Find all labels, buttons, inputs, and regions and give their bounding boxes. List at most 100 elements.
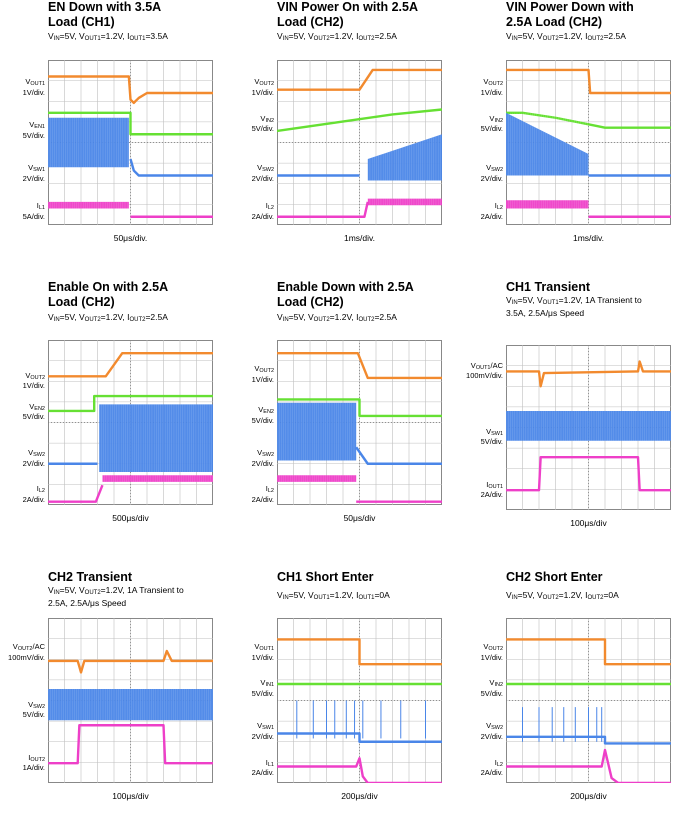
channel-scale-label: VEN1 5V/div. [22, 120, 45, 140]
channel-scale-label: IL2 2A/div. [251, 201, 274, 221]
scope-screen [277, 60, 442, 225]
trace-band-magenta [367, 198, 442, 206]
scope-panel-vin-power-on: VIN Power On with 2.5A Load (CH2) VIN=5V, … [229, 0, 458, 266]
time-division-label: 1ms/div. [572, 233, 605, 243]
channel-scale-label: VSW2 2V/div. [251, 163, 274, 183]
test-conditions: VIN=5V, VOUT2=1.2V, IOUT2=2.5A [277, 31, 397, 42]
channel-scale-label: IL2 2A/div. [251, 484, 274, 504]
channel-scale-label: VOUT1 1V/div. [22, 77, 45, 97]
trace-magenta [277, 201, 369, 218]
test-conditions: VIN=5V, VOUT2=1.2V, IOUT2=2.5A [277, 312, 397, 323]
scope-screen [277, 618, 442, 783]
panel-title: Enable On with 2.5A Load (CH2) [48, 280, 169, 309]
panel-title: EN Down with 3.5A Load (CH1) [48, 0, 162, 29]
channel-scale-label: VOUT2/AC 100mV/div. [8, 642, 45, 662]
channel-scale-label: IL2 2A/div. [22, 484, 45, 504]
trace-orange [277, 68, 442, 91]
trace-magenta [48, 484, 104, 503]
test-conditions: VIN=5V, VOUT1=1.2V, 1A Transient to 3.5A,… [506, 295, 642, 318]
channel-scale-label: VIN1 5V/div. [251, 678, 274, 698]
trace-blue [277, 732, 442, 743]
trace-orange [277, 351, 442, 380]
channel-scale-label: VSW1 2V/div. [22, 163, 45, 183]
scope-panel-enable-on: Enable On with 2.5A Load (CH2) VIN=5V, VOU… [0, 280, 229, 546]
trace-orange [506, 68, 671, 95]
panel-title: CH2 Short Enter [506, 570, 603, 584]
trace-green [48, 394, 213, 413]
scope-panel-ch1-en-down: EN Down with 3.5A Load (CH1) VIN=5V, VOUT1… [0, 0, 229, 266]
trace-band-blue [99, 404, 213, 472]
channel-scale-label: IL1 5A/div. [22, 201, 45, 221]
channel-scale-label: IL2 2A/div. [480, 201, 503, 221]
scope-panel-ch2-transient: CH2 Transient VIN=5V, VOUT2=1.2V, 1A Tran… [0, 570, 229, 836]
channel-scale-label: VEN2 5V/div. [22, 401, 45, 422]
test-conditions: VIN=5V, VOUT1=1.2V, IOUT1=3.5A [48, 31, 168, 42]
trace-green [277, 108, 442, 133]
panel-title: CH1 Short Enter [277, 570, 374, 584]
channel-scale-label: VIN2 5V/div. [480, 678, 503, 698]
channel-scale-label: VSW2 2V/div. [480, 721, 503, 741]
channel-scale-label: VSW2 2V/div. [480, 163, 503, 183]
trace-band-blue [48, 688, 213, 721]
scope-screen [48, 618, 213, 783]
channel-scale-label: VOUT1 1V/div. [251, 642, 274, 662]
scope-screen [506, 60, 671, 225]
scope-screen [48, 340, 213, 505]
channel-scale-label: VIN2 5V/div. [251, 113, 274, 134]
channel-scale-label: IOUT1 2A/div. [480, 479, 503, 500]
scope-screen [48, 60, 213, 225]
channel-scale-label: VOUT2 1V/div. [480, 642, 503, 662]
scope-screen [277, 340, 442, 505]
channel-scale-label: VOUT2 1V/div. [22, 370, 45, 391]
trace-orange [277, 638, 442, 666]
trace-band-magenta [506, 200, 589, 209]
channel-scale-label: VOUT1/AC 100mV/div. [466, 360, 503, 381]
trace-green [277, 398, 442, 418]
channel-scale-label: VEN2 5V/div. [251, 405, 274, 425]
channel-scale-label: VOUT2 1V/div. [480, 77, 503, 97]
time-division-label: 1ms/div. [343, 233, 376, 243]
trace-blue [355, 446, 442, 465]
trace-band-blue [367, 134, 442, 181]
channel-scale-label: VIN2 5V/div. [480, 113, 503, 134]
trace-magenta [506, 455, 671, 492]
channel-scale-label: VSW2 2V/div. [251, 448, 274, 468]
scope-screen [506, 345, 671, 510]
trace-orange [48, 649, 213, 674]
panel-title: VIN Power Down with 2.5A Load (CH2) [506, 0, 634, 29]
time-division-label: 200μs/div [570, 791, 607, 801]
time-division-label: 200μs/div [341, 791, 378, 801]
channel-scale-label: VOUT2 1V/div. [251, 77, 274, 97]
trace-orange [48, 351, 213, 378]
trace-blue [506, 735, 671, 745]
trace-green [48, 111, 213, 136]
trace-band-magenta [102, 475, 213, 482]
trace-band-blue [277, 402, 357, 461]
panel-title: CH1 Transient [506, 280, 591, 294]
time-division-label: 100μs/div [112, 791, 149, 801]
trace-orange [506, 638, 671, 666]
channel-scale-label: IL1 2A/div. [251, 757, 274, 777]
scope-panel-ch1-short: CH1 Short Enter VIN=5V, VOUT1=1.2V, IOUT1… [229, 570, 458, 836]
scope-panel-ch1-transient: CH1 Transient VIN=5V, VOUT1=1.2V, 1A Tran… [458, 280, 687, 546]
time-division-label: 100μs/div [570, 518, 607, 528]
test-conditions: VIN=5V, VOUT2=1.2V, IOUT2=2.5A [506, 31, 626, 42]
channel-scale-label: VSW2 2V/div. [22, 448, 45, 468]
test-conditions: VIN=5V, VOUT2=1.2V, IOUT2=0A [506, 590, 619, 601]
trace-orange [48, 75, 213, 105]
trace-band-magenta [277, 475, 357, 482]
trace-band-blue [506, 112, 589, 176]
time-division-label: 50μs/div [343, 513, 376, 523]
panel-title: VIN Power On with 2.5A Load (CH2) [277, 0, 418, 29]
trace-band-blue [48, 117, 129, 168]
panel-title: CH2 Transient [48, 570, 133, 584]
trace-blue [129, 158, 213, 177]
time-division-label: 500μs/div [112, 513, 149, 523]
scope-panel-enable-down: Enable Down with 2.5A Load (CH2) VIN=5V, V… [229, 280, 458, 546]
channel-scale-label: IOUT2 1A/div. [22, 752, 45, 773]
trace-magenta [48, 724, 213, 765]
channel-scale-label: IL2 2A/div. [480, 757, 503, 777]
time-division-label: 50μs/div. [113, 233, 148, 243]
trace-band-blue [506, 411, 671, 441]
trace-orange [506, 360, 671, 388]
